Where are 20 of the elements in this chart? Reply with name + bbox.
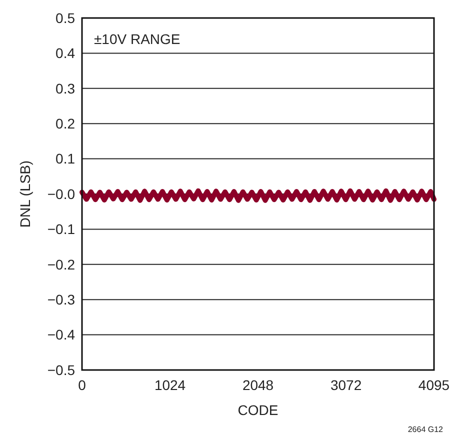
y-tick-label: −0.1 bbox=[47, 221, 76, 238]
x-tick-label: 2048 bbox=[242, 377, 274, 393]
y-tick-label: −0.3 bbox=[47, 292, 76, 308]
y-tick-label: 0.4 bbox=[56, 45, 76, 62]
y-tick-label: −0.4 bbox=[47, 326, 76, 343]
x-axis-title: CODE bbox=[238, 402, 278, 418]
y-tick-label: −0.2 bbox=[47, 256, 76, 272]
y-tick-label: 0.5 bbox=[56, 10, 76, 26]
y-tick-label: 0.2 bbox=[56, 116, 76, 132]
annotation: ±10V RANGE bbox=[94, 31, 180, 47]
y-tick-label: −0.5 bbox=[47, 362, 76, 378]
y-tick-label: −0.0 bbox=[47, 186, 76, 202]
x-tick-label: 3072 bbox=[330, 377, 362, 393]
y-axis-title: DNL (LSB) bbox=[17, 160, 33, 228]
y-tick-label: 0.3 bbox=[56, 80, 76, 96]
y-tick-label: 0.1 bbox=[56, 150, 76, 167]
x-tick-label: 1024 bbox=[154, 377, 186, 393]
text: 2664 G12 bbox=[408, 425, 444, 434]
x-tick-label: 0 bbox=[78, 377, 86, 393]
x-tick-label: 4095 bbox=[418, 377, 450, 393]
